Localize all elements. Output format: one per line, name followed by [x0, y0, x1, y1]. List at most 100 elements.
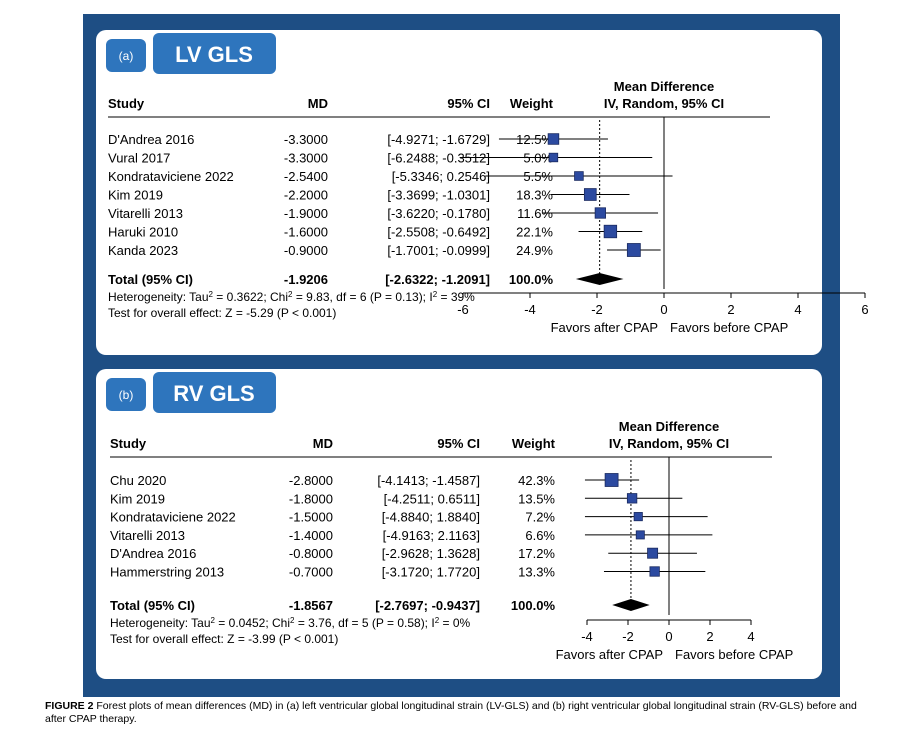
study-name: Kondrataviciene 2022 — [110, 510, 236, 525]
study-weight: 18.3% — [516, 188, 553, 203]
favors-right-label: Favors before CPAP — [670, 320, 788, 335]
study-marker — [604, 473, 619, 487]
x-tick-label: 0 — [665, 629, 672, 644]
x-tick-label: 2 — [706, 629, 713, 644]
study-weight: 6.6% — [525, 528, 555, 543]
study-md: -2.8000 — [289, 473, 333, 488]
heterogeneity-text: Heterogeneity: Tau2 = 0.3622; Chi2 = 9.8… — [108, 290, 475, 305]
study-ci: [-4.9271; -1.6729] — [387, 132, 490, 147]
study-weight: 42.3% — [518, 473, 555, 488]
study-marker — [635, 530, 645, 540]
heterogeneity-part: = 3.76, df = 5 (P = 0.58); I — [294, 616, 434, 630]
study-weight: 7.2% — [525, 510, 555, 525]
study-name: Haruki 2010 — [108, 225, 178, 240]
study-weight: 11.6% — [517, 206, 553, 221]
header-weight: Weight — [512, 436, 556, 451]
heterogeneity-text: Heterogeneity: Tau2 = 0.0452; Chi2 = 3.7… — [110, 616, 470, 631]
study-ci: [-3.1720; 1.7720] — [382, 565, 480, 580]
total-weight: 100.0% — [509, 272, 554, 287]
study-ci: [-3.3699; -1.0301] — [387, 188, 490, 203]
x-tick-label: -4 — [524, 302, 536, 317]
panel-label-badge — [106, 378, 146, 411]
favors-left-label: Favors after CPAP — [556, 647, 663, 662]
pooled-diamond — [575, 273, 624, 285]
superscript: 2 — [209, 290, 214, 299]
study-name: Kim 2019 — [110, 491, 165, 506]
panel-title-badge — [153, 33, 276, 74]
plot-header-line2: IV, Random, 95% CI — [609, 436, 729, 451]
study-marker — [626, 493, 638, 504]
superscript: 2 — [290, 616, 295, 625]
study-marker — [649, 566, 660, 577]
study-marker — [547, 133, 560, 145]
overall-effect-text: Test for overall effect: Z = -3.99 (P < … — [110, 632, 338, 646]
header-study: Study — [108, 96, 145, 111]
study-ci: [-4.1413; -1.4587] — [377, 473, 480, 488]
total-md: -1.8567 — [289, 598, 333, 613]
panel-lv-gls: (a) LV GLS Mean Difference IV, Random, 95% … — [96, 30, 869, 355]
study-marker — [548, 152, 559, 163]
header-weight: Weight — [510, 96, 554, 111]
panel-label-badge — [106, 39, 146, 72]
x-tick-label: -2 — [622, 629, 634, 644]
study-weight: 22.1% — [516, 225, 553, 240]
heterogeneity-part: Heterogeneity: Tau — [108, 290, 209, 304]
x-tick-label: -6 — [457, 302, 469, 317]
heterogeneity-part: = 0.0452; Chi — [215, 616, 290, 630]
x-tick-label: -4 — [581, 629, 593, 644]
x-tick-label: 0 — [660, 302, 667, 317]
heterogeneity-part: = 9.83, df = 6 (P = 0.13); I — [292, 290, 432, 304]
study-ci: [-4.2511; 0.6511] — [384, 491, 480, 506]
study-md: -2.2000 — [284, 188, 328, 203]
study-name: Kim 2019 — [108, 188, 163, 203]
study-marker — [647, 547, 659, 559]
study-name: Chu 2020 — [110, 473, 166, 488]
superscript: 2 — [433, 290, 438, 299]
superscript: 2 — [435, 616, 440, 625]
header-study: Study — [110, 436, 147, 451]
study-marker — [583, 188, 597, 201]
plot-header-line1: Mean Difference — [619, 419, 719, 434]
study-name: Hammerstring 2013 — [110, 565, 224, 580]
x-tick-label: 2 — [727, 302, 734, 317]
study-name: Kondrataviciene 2022 — [108, 169, 234, 184]
study-ci: [-5.3346; 0.2546] — [392, 169, 490, 184]
study-ci: [-2.9628; 1.3628] — [382, 546, 480, 561]
superscript: 2 — [288, 290, 293, 299]
heterogeneity-part: = 0.3622; Chi — [213, 290, 288, 304]
total-label: Total (95% CI) — [108, 272, 193, 287]
study-marker — [626, 243, 641, 257]
study-marker — [594, 207, 606, 219]
study-ci: [-3.6220; -0.1780] — [387, 206, 490, 221]
study-ci: [-2.5508; -0.6492] — [387, 225, 490, 240]
heterogeneity-part: Heterogeneity: Tau — [110, 616, 211, 630]
study-md: -0.8000 — [289, 546, 333, 561]
panel-title: LV GLS — [175, 42, 253, 67]
heterogeneity-part: = 39% — [437, 290, 475, 304]
study-marker — [574, 171, 584, 181]
study-md: -1.5000 — [289, 510, 333, 525]
study-name: D'Andrea 2016 — [110, 546, 196, 561]
study-md: -3.3000 — [284, 151, 328, 166]
study-name: D'Andrea 2016 — [108, 132, 194, 147]
header-ci: 95% CI — [437, 436, 480, 451]
study-md: -0.7000 — [289, 565, 333, 580]
panel-background — [96, 30, 822, 355]
study-md: -1.8000 — [289, 491, 333, 506]
panel-label: (b) — [119, 388, 134, 402]
plot-header-line2: IV, Random, 95% CI — [604, 96, 724, 111]
overall-effect-text: Test for overall effect: Z = -5.29 (P < … — [108, 306, 336, 320]
study-ci: [-4.8840; 1.8840] — [382, 510, 480, 525]
study-name: Vural 2017 — [108, 151, 170, 166]
study-md: -1.4000 — [289, 528, 333, 543]
header-md: MD — [313, 436, 333, 451]
panel-background — [96, 369, 822, 679]
x-tick-label: 4 — [794, 302, 801, 317]
x-tick-label: -2 — [591, 302, 603, 317]
study-ci: [-4.9163; 2.1163] — [383, 528, 480, 543]
plot-header-line1: Mean Difference — [614, 79, 714, 94]
header-md: MD — [308, 96, 328, 111]
study-ci: [-6.2488; -0.3512] — [387, 151, 490, 166]
study-md: -0.9000 — [284, 243, 328, 258]
study-weight: 24.9% — [516, 243, 553, 258]
